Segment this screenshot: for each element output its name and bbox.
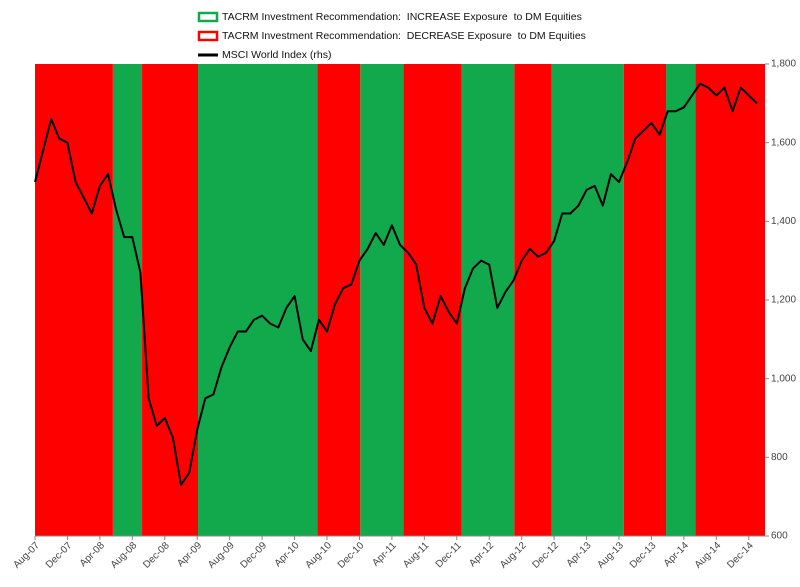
x-tick-label: Apr-13 (565, 540, 594, 569)
legend-label: MSCI World Index (rhs) (222, 49, 332, 61)
x-tick-label: Dec-10 (336, 540, 367, 571)
y2-tick-label: 1,200 (771, 295, 796, 306)
signal-period (623, 64, 667, 536)
x-tick-label: Dec-09 (239, 540, 270, 571)
signal-period (35, 64, 113, 536)
x-tick-label: Aug-07 (11, 540, 42, 571)
y2-tick-label: 1,600 (771, 137, 796, 148)
x-tick-label: Dec-12 (531, 540, 562, 571)
x-tick-label: Aug-10 (303, 540, 334, 571)
x-tick-label: Dec-13 (628, 540, 659, 571)
x-tick-label: Dec-07 (44, 540, 75, 571)
legend-label: TACRM Investment Recommendation: INCREAS… (222, 11, 582, 23)
y2-tick-label: 1,400 (771, 216, 796, 227)
signal-period (198, 64, 318, 536)
x-tick-label: Apr-11 (370, 540, 399, 569)
legend-swatch (197, 30, 219, 42)
x-tick-label: Aug-13 (595, 540, 626, 571)
y2-tick-label: 600 (771, 531, 788, 542)
legend-swatch (197, 11, 219, 23)
signal-period (142, 64, 199, 536)
x-tick-label: Apr-12 (467, 540, 496, 569)
x-tick-label: Aug-11 (401, 540, 431, 570)
signal-period (360, 64, 404, 536)
y2-tick-label: 1,000 (771, 373, 796, 384)
x-tick-label: Apr-09 (175, 540, 204, 569)
y2-tick-label: 1,800 (771, 59, 796, 70)
signal-period (112, 64, 143, 536)
y2-tick-label: 800 (771, 452, 788, 463)
x-tick-label: Apr-08 (78, 540, 107, 569)
x-tick-label: Aug-14 (693, 540, 724, 571)
x-tick-label: Apr-10 (273, 540, 302, 569)
signal-period (461, 64, 515, 536)
signal-period (551, 64, 624, 536)
signal-period (514, 64, 552, 536)
signal-period (695, 64, 765, 536)
x-tick-label: Dec-14 (725, 540, 756, 571)
signal-period (317, 64, 361, 536)
x-tick-label: Aug-12 (498, 540, 529, 571)
index-line (34, 82, 758, 486)
x-tick-label: Apr-14 (662, 540, 691, 569)
x-tick-label: Dec-08 (141, 540, 172, 571)
signal-period (666, 64, 696, 536)
x-tick-label: Dec-11 (434, 540, 464, 570)
x-tick-label: Aug-08 (109, 540, 140, 571)
x-tick-label: Aug-09 (206, 540, 237, 571)
signal-period (403, 64, 462, 536)
legend-label: TACRM Investment Recommendation: DECREAS… (222, 30, 586, 42)
